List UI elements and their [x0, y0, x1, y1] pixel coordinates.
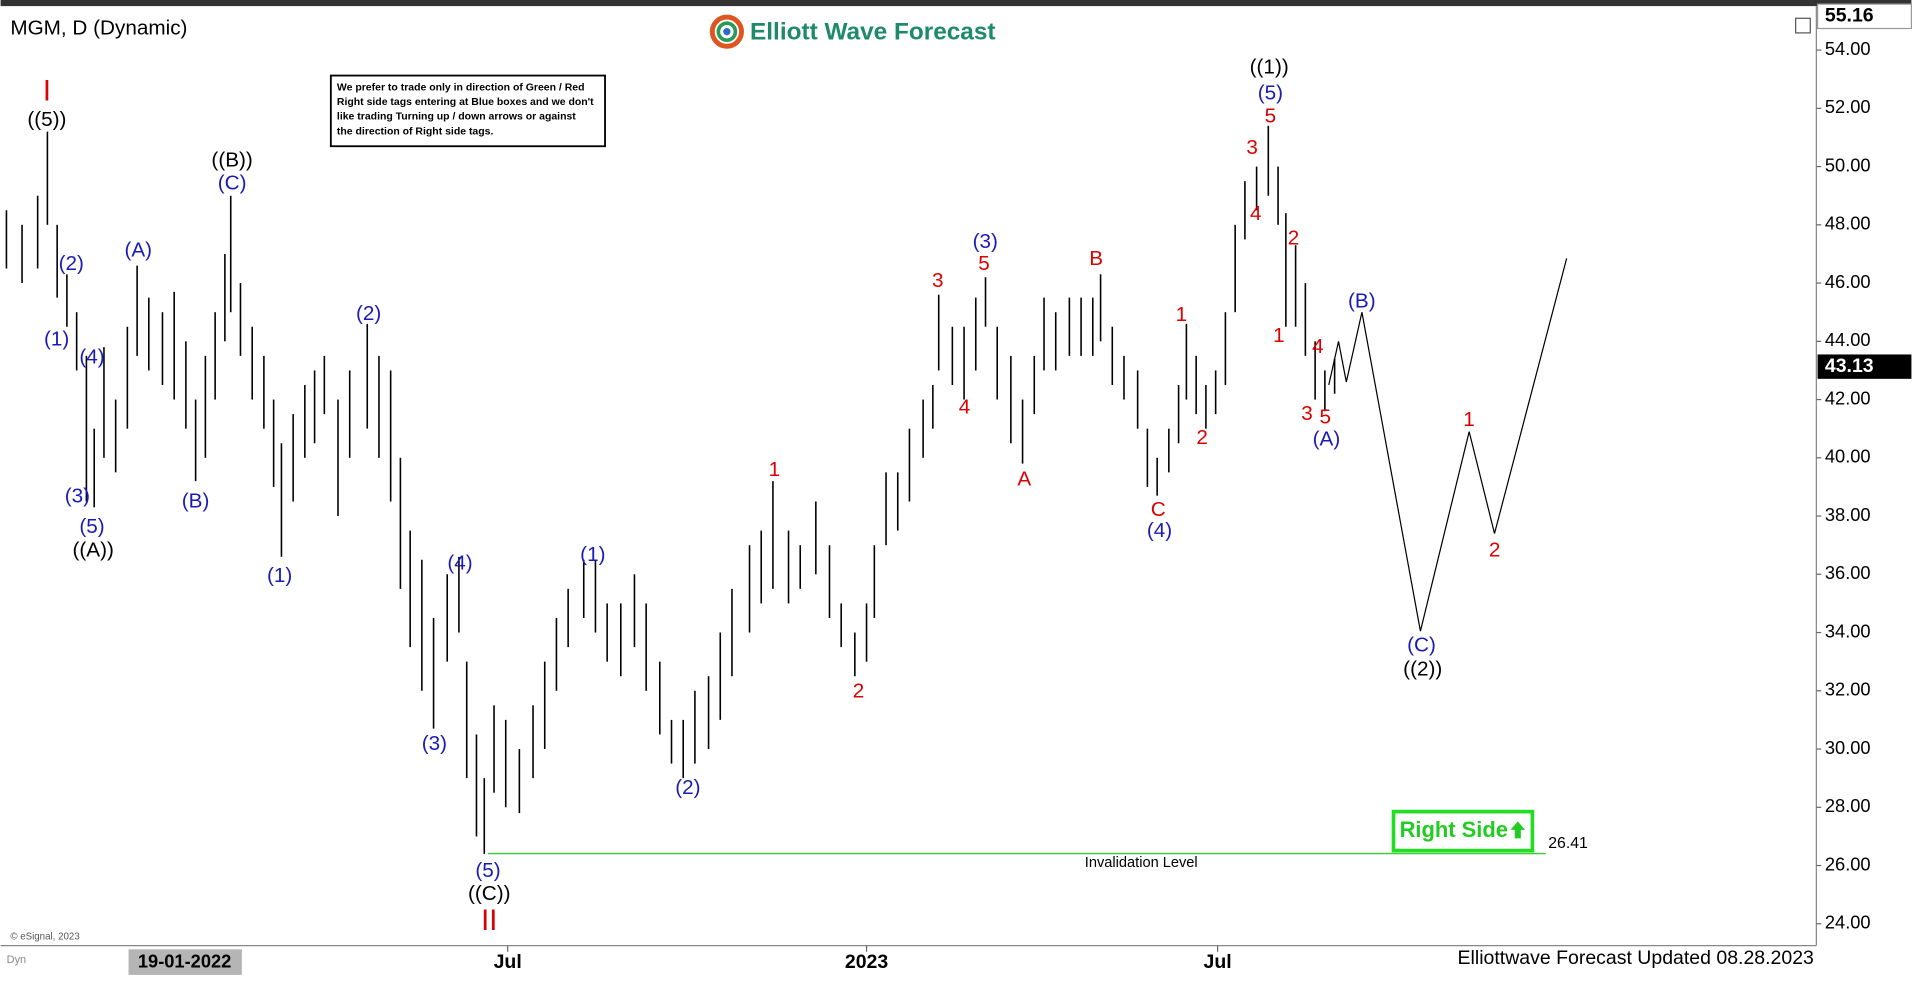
wave-label: 1 — [1176, 303, 1188, 326]
wave-label: 3 — [1246, 136, 1258, 159]
note-line: the direction of Right side tags. — [337, 126, 494, 137]
logo-icon — [716, 21, 738, 43]
logo-icon — [723, 28, 731, 36]
wave-label: ((A)) — [73, 538, 114, 561]
wave-label: (2) — [59, 252, 84, 275]
y-tick-label: 34.00 — [1825, 620, 1871, 641]
wave-label: (C) — [1407, 633, 1436, 656]
last-price: 43.13 — [1825, 355, 1874, 377]
y-tick-label: 30.00 — [1825, 737, 1871, 758]
footer: Elliottwave Forecast Updated 08.28.2023 — [1458, 947, 1814, 969]
y-tick-label: 38.00 — [1825, 504, 1871, 525]
panel-icon — [1795, 17, 1811, 34]
wave-label: C — [1151, 498, 1166, 521]
x-tick-label: 2023 — [845, 951, 889, 973]
wave-label: (A) — [124, 239, 152, 262]
note: We prefer to trade only in direction of … — [337, 83, 594, 138]
x-tick-label: Jul — [1204, 951, 1232, 973]
logo-text: Elliott Wave Forecast — [750, 18, 995, 45]
wave-label: 5 — [1319, 405, 1331, 428]
y-tick-label: 50.00 — [1825, 154, 1871, 175]
wave-label: 1 — [1273, 324, 1285, 347]
wave-label: I — [43, 75, 51, 107]
y-tick-label: 44.00 — [1825, 329, 1871, 350]
y-tick-label: 26.00 — [1825, 853, 1871, 874]
right-side-box — [1391, 809, 1535, 853]
y-tick-label: 32.00 — [1825, 679, 1871, 700]
x-tick-label: Jul — [494, 951, 522, 973]
y-tick-label: 48.00 — [1825, 213, 1871, 234]
wave-label: ((2)) — [1403, 658, 1442, 681]
wave-label: (B) — [182, 490, 210, 513]
wave-label: (5) — [79, 515, 104, 538]
y-tick-label: 42.00 — [1825, 387, 1871, 408]
top-bar — [0, 0, 1912, 7]
wave-label: 2 — [1489, 538, 1501, 561]
chart-title: MGM, D (Dynamic) — [10, 17, 187, 40]
y-tick-label: 28.00 — [1825, 795, 1871, 816]
wave-label: (1) — [267, 564, 292, 587]
note-box — [329, 74, 606, 148]
wave-label: (B) — [1348, 290, 1376, 313]
wave-label: 2 — [853, 680, 865, 703]
cursor-date: 19-01-2022 — [138, 951, 231, 972]
wave-label: (3) — [422, 732, 447, 755]
wave-label: (C) — [218, 171, 247, 194]
y-tick-label: 54.00 — [1825, 38, 1871, 59]
note-line: Right side tags entering at Blue boxes a… — [337, 97, 594, 108]
wave-label: 4 — [959, 396, 971, 419]
corner-tag: Dyn — [7, 954, 26, 966]
wave-label: 4 — [1250, 202, 1262, 225]
wave-label: (3) — [973, 230, 998, 253]
wave-label: (3) — [65, 485, 90, 508]
wave-label: (2) — [675, 776, 700, 799]
wave-label: II — [481, 905, 497, 937]
wave-label: (2) — [356, 302, 381, 325]
wave-label: 2 — [1288, 226, 1300, 249]
y-tick-label: 24.00 — [1825, 912, 1871, 933]
cursor-date-box — [128, 949, 242, 975]
last-price-box — [1817, 354, 1912, 379]
y-tick-label: 46.00 — [1825, 271, 1871, 292]
wave-label: ((5)) — [27, 108, 66, 131]
invalidation-label: Invalidation Level — [1085, 855, 1198, 871]
wave-label: ((C)) — [468, 882, 511, 905]
wave-label: 1 — [769, 458, 781, 481]
wave-label: 3 — [1301, 402, 1313, 425]
wave-label: (4) — [1147, 519, 1172, 542]
wave-label: ((1)) — [1250, 56, 1289, 79]
cursor-price: 55.16 — [1825, 4, 1874, 26]
wave-label: 2 — [1196, 426, 1208, 449]
y-tick-label: 52.00 — [1825, 96, 1871, 117]
wave-label: 3 — [932, 269, 944, 292]
right-side-label: Right Side — [1400, 817, 1508, 842]
wave-label: (4) — [447, 552, 472, 575]
cursor-price-box — [1816, 3, 1912, 30]
note-line: like trading Turning up / down arrows or… — [337, 112, 576, 123]
wave-label: 5 — [978, 252, 990, 275]
wave-label: (1) — [580, 543, 605, 566]
y-tick-label: 36.00 — [1825, 562, 1871, 583]
note-line: We prefer to trade only in direction of … — [337, 83, 585, 94]
wave-label: 4 — [1312, 335, 1324, 358]
projection-path — [1328, 258, 1568, 632]
wave-label: 1 — [1463, 408, 1475, 431]
logo: Elliott Wave Forecast — [709, 14, 996, 49]
wave-label: (A) — [1313, 427, 1341, 450]
wave-label: (5) — [475, 859, 500, 882]
wave-label: (4) — [79, 346, 104, 369]
wave-label: (1) — [44, 327, 69, 350]
wave-label: 5 — [1265, 104, 1277, 127]
wave-label: (5) — [1258, 81, 1283, 104]
y-tick-label: 40.00 — [1825, 446, 1871, 467]
right-side-arrow — [1510, 821, 1526, 839]
copyright: © eSignal, 2023 — [10, 932, 79, 943]
invalidation-value: 26.41 — [1548, 835, 1588, 852]
wave-label: A — [1017, 468, 1031, 491]
wave-label: B — [1089, 247, 1103, 270]
wave-label: ((B)) — [211, 148, 252, 171]
logo-icon — [709, 14, 744, 49]
